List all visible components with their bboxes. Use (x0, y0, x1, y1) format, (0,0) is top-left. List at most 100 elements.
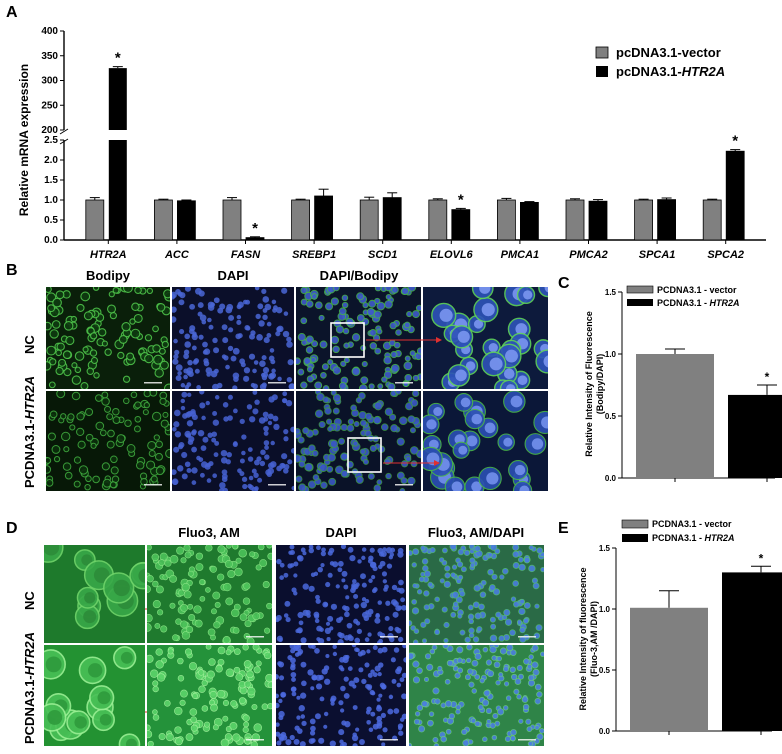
b12-image (172, 287, 294, 389)
cell (415, 304, 421, 312)
chart-a-xtick-label: ELOVL6 (430, 249, 474, 261)
cell (281, 734, 288, 741)
cell (162, 411, 169, 418)
cell (180, 405, 186, 411)
cell (262, 367, 270, 374)
chart-a-bar (565, 199, 585, 241)
cell (135, 461, 145, 470)
cell (356, 314, 365, 322)
cell (296, 357, 301, 365)
cell (178, 600, 184, 606)
cell (311, 449, 319, 457)
cell (346, 424, 355, 432)
cell (534, 603, 540, 609)
cell (308, 444, 316, 453)
cell (107, 429, 115, 438)
cell (149, 391, 158, 397)
cell (404, 355, 411, 362)
cell (233, 648, 241, 656)
cell (444, 565, 451, 572)
cell (241, 450, 246, 456)
cell (474, 612, 482, 620)
cell (502, 666, 509, 673)
cell (504, 618, 513, 626)
cell (276, 702, 280, 709)
cell (314, 381, 323, 389)
cell (214, 395, 220, 400)
cell (222, 635, 231, 643)
cell (212, 337, 218, 344)
cell (407, 287, 417, 292)
cell (401, 287, 410, 296)
cell (326, 637, 331, 642)
cell (167, 648, 174, 655)
chartC-ytick-label: 1.0 (605, 350, 617, 359)
cell (411, 607, 420, 615)
cell (516, 619, 522, 625)
cell (469, 557, 476, 564)
cell (340, 685, 346, 692)
cell (315, 594, 320, 600)
chart-a-ytick-label: 350 (41, 51, 58, 62)
cell (291, 677, 296, 683)
cell (134, 287, 142, 295)
cell (260, 449, 266, 456)
cell (283, 572, 289, 578)
cell (147, 724, 151, 731)
cell (239, 613, 248, 622)
cell (154, 452, 163, 461)
cell (355, 397, 363, 404)
panel-label-e: E (558, 520, 569, 537)
cell-nucleus (515, 323, 528, 335)
cell (90, 356, 99, 365)
chartC-ytick-label: 0.0 (605, 474, 617, 483)
cell (332, 393, 342, 402)
cell (104, 405, 112, 413)
legend-label-c-vector: PCDNA3.1 - vector (657, 285, 737, 295)
cell (180, 398, 186, 404)
cell (352, 705, 358, 711)
micrograph-htr2a-zoom (423, 391, 548, 491)
cell (60, 413, 67, 420)
chart-a-bar (291, 199, 311, 241)
cell (374, 287, 382, 292)
cell (516, 664, 523, 671)
cell (255, 313, 261, 320)
cell (329, 439, 339, 449)
cell (340, 423, 348, 432)
cell (434, 698, 441, 705)
cell (523, 602, 531, 609)
cell (309, 730, 316, 736)
cell (337, 631, 343, 638)
cell (527, 741, 533, 746)
cell (173, 338, 178, 344)
cell (199, 402, 206, 409)
cell (384, 300, 393, 309)
cell (239, 418, 245, 424)
cell (296, 475, 303, 483)
cell (491, 573, 498, 581)
cell (464, 636, 471, 643)
cell (376, 704, 381, 709)
cell (360, 649, 366, 656)
micrograph-d-nc-fluo3 (147, 545, 272, 643)
cell (194, 619, 203, 628)
cell-nucleus (44, 545, 60, 556)
legend-label-e-vector: PCDNA3.1 - vector (652, 519, 732, 529)
cell-nucleus (83, 610, 97, 624)
cell (201, 679, 208, 687)
cell (213, 621, 221, 629)
cell (174, 737, 183, 746)
cell (399, 487, 406, 491)
cell (489, 584, 496, 591)
row-head-nc: NC (22, 335, 37, 354)
cell (271, 368, 276, 374)
cell (427, 719, 434, 727)
cell (242, 726, 249, 733)
cell (335, 325, 344, 334)
chartE-ytick-label: 1.0 (599, 605, 611, 614)
cell (473, 584, 481, 592)
cell (154, 623, 161, 629)
chart-c-ylabel-2: (Bodipy/DAPI) (595, 354, 605, 415)
cell (261, 382, 267, 388)
